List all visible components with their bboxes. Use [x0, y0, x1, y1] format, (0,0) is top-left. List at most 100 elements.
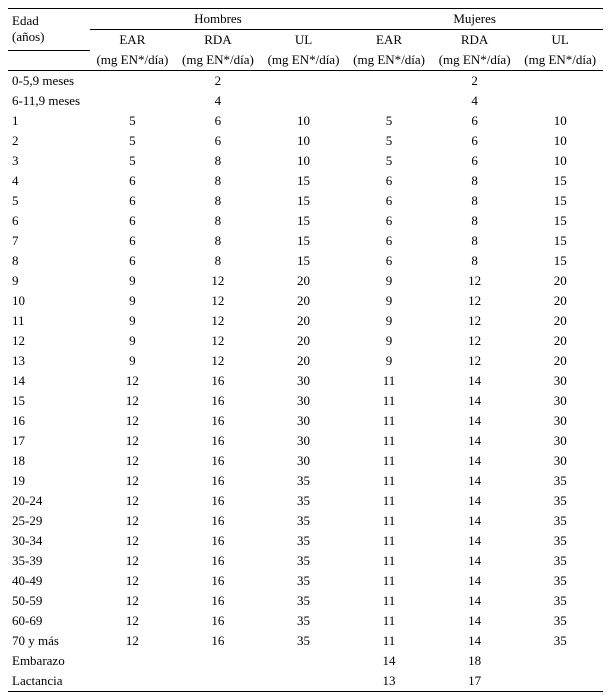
cell-f-ul: 35: [517, 531, 603, 551]
cell-m-ul: [261, 71, 347, 92]
cell-f-ul: 35: [517, 491, 603, 511]
cell-m-ear: 12: [90, 391, 176, 411]
cell-m-rda: 16: [175, 391, 261, 411]
cell-m-ear: 12: [90, 551, 176, 571]
cell-m-ear: 6: [90, 171, 176, 191]
cell-m-ear: [90, 671, 176, 692]
cell-f-ear: 11: [346, 631, 432, 651]
cell-f-rda: 14: [432, 431, 518, 451]
cell-f-ear: 5: [346, 131, 432, 151]
cell-f-ear: 11: [346, 451, 432, 471]
age-header-line2: (años): [12, 29, 45, 44]
cell-age: 25-29: [8, 511, 90, 531]
cell-m-rda: 4: [175, 91, 261, 111]
col-m-ul: UL: [261, 30, 347, 51]
cell-m-rda: 12: [175, 351, 261, 371]
table-row: 18121630111430: [8, 451, 603, 471]
table-row: 568156815: [8, 191, 603, 211]
cell-age: 18: [8, 451, 90, 471]
cell-m-ear: [90, 71, 176, 92]
cell-m-rda: 12: [175, 291, 261, 311]
cell-f-ear: 11: [346, 511, 432, 531]
cell-age: 60-69: [8, 611, 90, 631]
cell-f-ul: 35: [517, 591, 603, 611]
cell-m-ul: 35: [261, 631, 347, 651]
cell-age: 70 y más: [8, 631, 90, 651]
table-row: 15121630111430: [8, 391, 603, 411]
cell-m-ear: 12: [90, 471, 176, 491]
cell-m-rda: 16: [175, 551, 261, 571]
table-row: Embarazo1418: [8, 651, 603, 671]
cell-f-rda: 6: [432, 131, 518, 151]
unit-m-ul: (mg EN*/día): [261, 50, 347, 71]
cell-f-rda: 12: [432, 311, 518, 331]
table-row: 109122091220: [8, 291, 603, 311]
cell-m-ul: 15: [261, 191, 347, 211]
cell-m-ul: 20: [261, 311, 347, 331]
cell-m-ul: 10: [261, 111, 347, 131]
cell-f-rda: 14: [432, 551, 518, 571]
cell-m-ear: 9: [90, 311, 176, 331]
cell-m-rda: 12: [175, 271, 261, 291]
cell-f-ul: [517, 71, 603, 92]
cell-m-ear: 12: [90, 491, 176, 511]
cell-f-ul: 15: [517, 251, 603, 271]
cell-f-ear: 11: [346, 611, 432, 631]
cell-f-ear: 11: [346, 431, 432, 451]
cell-m-rda: 16: [175, 411, 261, 431]
cell-f-ear: [346, 71, 432, 92]
col-m-ear: EAR: [90, 30, 176, 51]
cell-f-rda: 14: [432, 471, 518, 491]
cell-m-rda: 16: [175, 371, 261, 391]
cell-m-rda: 8: [175, 171, 261, 191]
cell-f-rda: 14: [432, 591, 518, 611]
cell-m-rda: 16: [175, 471, 261, 491]
cell-f-ear: 11: [346, 531, 432, 551]
table-row: Lactancia1317: [8, 671, 603, 692]
cell-f-rda: 12: [432, 291, 518, 311]
cell-f-rda: 14: [432, 451, 518, 471]
cell-f-rda: 14: [432, 371, 518, 391]
nutrient-table: Edad (años) Hombres Mujeres EAR RDA UL E…: [8, 8, 603, 692]
cell-f-ear: 11: [346, 571, 432, 591]
cell-m-ear: 12: [90, 511, 176, 531]
cell-f-ear: 6: [346, 251, 432, 271]
cell-f-ul: 20: [517, 291, 603, 311]
cell-age: Embarazo: [8, 651, 90, 671]
cell-m-ul: 30: [261, 391, 347, 411]
cell-m-rda: 2: [175, 71, 261, 92]
cell-f-ul: 15: [517, 191, 603, 211]
cell-m-ear: 12: [90, 431, 176, 451]
cell-m-ul: [261, 651, 347, 671]
cell-m-ear: 6: [90, 211, 176, 231]
cell-m-rda: 8: [175, 191, 261, 211]
cell-m-ear: [90, 91, 176, 111]
cell-m-ear: 12: [90, 371, 176, 391]
col-f-ul: UL: [517, 30, 603, 51]
cell-age: 13: [8, 351, 90, 371]
table-row: 30-34121635111435: [8, 531, 603, 551]
cell-f-ul: 20: [517, 331, 603, 351]
cell-age: 12: [8, 331, 90, 351]
cell-m-ul: 20: [261, 331, 347, 351]
cell-f-rda: 18: [432, 651, 518, 671]
cell-f-ul: [517, 671, 603, 692]
cell-age: 15: [8, 391, 90, 411]
cell-m-rda: 16: [175, 631, 261, 651]
table-row: 40-49121635111435: [8, 571, 603, 591]
cell-m-ul: 30: [261, 411, 347, 431]
cell-m-ul: 15: [261, 251, 347, 271]
cell-m-ul: 30: [261, 431, 347, 451]
cell-age: 7: [8, 231, 90, 251]
table-row: 99122091220: [8, 271, 603, 291]
cell-f-ul: 35: [517, 551, 603, 571]
table-row: 6-11,9 meses44: [8, 91, 603, 111]
unit-m-ear: (mg EN*/día): [90, 50, 176, 71]
cell-m-ul: 15: [261, 231, 347, 251]
col-f-ear: EAR: [346, 30, 432, 51]
table-row: 19121635111435: [8, 471, 603, 491]
cell-m-ear: 12: [90, 531, 176, 551]
cell-m-ul: 15: [261, 211, 347, 231]
table-row: 17121630111430: [8, 431, 603, 451]
table-row: 16121630111430: [8, 411, 603, 431]
